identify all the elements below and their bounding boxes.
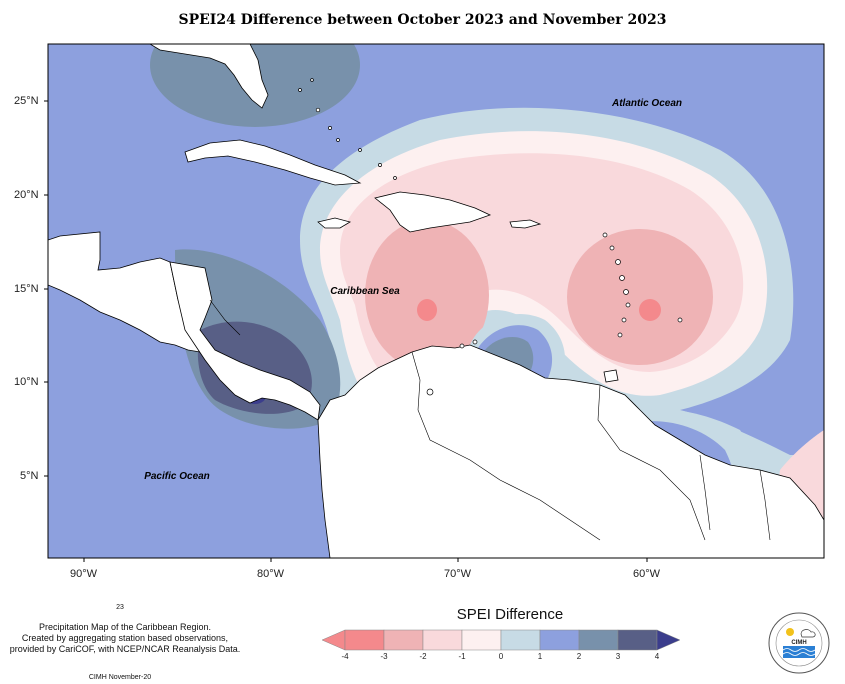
spei-contour-pink-east: [567, 229, 713, 365]
legend-colorbar: [321, 629, 681, 651]
map-frame: [47, 43, 825, 559]
lon-label-70: 70°W: [444, 568, 472, 580]
lat-tick-marks: [44, 100, 48, 477]
map-title: SPEI24 Difference between October 2023 a…: [178, 12, 667, 28]
note-line-3: provided by CariCOF, with NCEP/NCAR Rean…: [9, 644, 241, 654]
lat-label-15: 15°N: [14, 283, 39, 295]
land-hispaniola: [374, 191, 492, 233]
land-cuba: [184, 139, 362, 186]
small-islands: [298, 78, 683, 396]
spei-spot-red-west: [417, 299, 437, 321]
water-icon: [783, 646, 815, 658]
legend-tick: 4: [654, 652, 660, 661]
cimh-logo: CIMH: [768, 612, 830, 674]
legend-title: SPEI Difference: [456, 606, 564, 623]
note-line-1: Precipitation Map of the Caribbean Regio…: [38, 622, 212, 632]
label-caribbean-sea: Caribbean Sea: [330, 286, 400, 297]
sun-icon: [786, 628, 794, 636]
lat-label-10: 10°N: [14, 376, 39, 388]
lat-label-25: 25°N: [14, 95, 39, 107]
spei-spot-red-east: [639, 299, 661, 321]
land-florida: [149, 44, 269, 109]
legend-tick: -2: [419, 652, 427, 661]
label-atlantic-ocean: Atlantic Ocean: [611, 98, 682, 109]
land-puerto-rico: [509, 219, 542, 229]
legend-arrow-left: [321, 629, 346, 651]
note-line-2: Created by aggregating station based obs…: [21, 633, 229, 643]
borders: [209, 299, 771, 541]
lat-label-20: 20°N: [14, 189, 39, 201]
legend-tick: -4: [341, 652, 349, 661]
land-trinidad: [603, 369, 619, 383]
lon-label-80: 80°W: [257, 568, 285, 580]
land-masses: [48, 44, 824, 558]
land-jamaica: [317, 217, 352, 229]
note-footer: CIMH November-20: [88, 674, 152, 681]
cloud-icon: [800, 629, 816, 638]
svg-text:CIMH: CIMH: [791, 640, 806, 646]
legend-tick: 0: [498, 652, 504, 661]
legend-tick: -3: [380, 652, 388, 661]
land-central-america: [169, 261, 321, 421]
legend-tick: 1: [537, 652, 543, 661]
legend-arrow-right: [656, 629, 681, 651]
spei-contour-pink-west: [365, 220, 489, 370]
lon-label-60: 60°W: [633, 568, 661, 580]
lon-tick-marks: [83, 558, 648, 562]
label-pacific-ocean: Pacific Ocean: [144, 471, 210, 482]
land-south-america: [317, 344, 824, 558]
legend-tick: 2: [576, 652, 582, 661]
lon-label-90: 90°W: [70, 568, 98, 580]
legend-tick: -1: [458, 652, 466, 661]
map-panel: Atlantic Ocean Caribbean Sea Pacific Oce…: [48, 44, 824, 558]
legend-tick: 3: [615, 652, 621, 661]
note-superscript: 23: [116, 604, 124, 611]
lat-label-5: 5°N: [20, 470, 39, 482]
